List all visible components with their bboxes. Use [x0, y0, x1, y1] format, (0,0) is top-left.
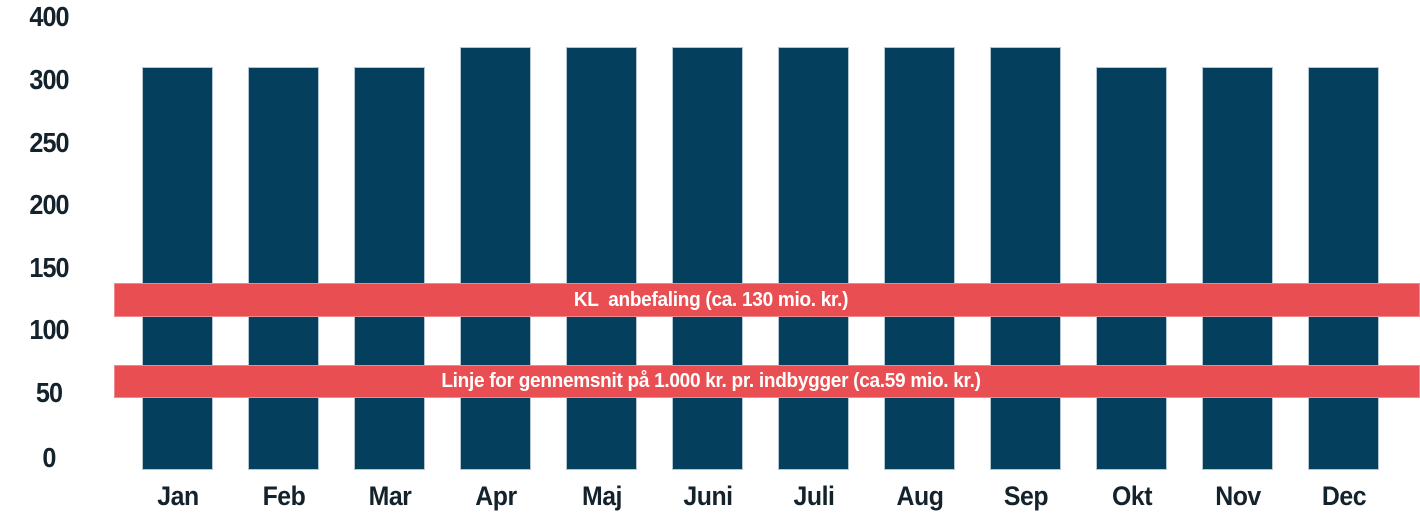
bar-aug [884, 47, 955, 470]
y-tick-50: 50 [35, 377, 63, 408]
average-per-citizen-label: Linje for gennemsnit på 1.000 kr. pr. in… [441, 370, 981, 392]
kl-recommendation-label: KL anbefaling (ca. 130 mio. kr.) [573, 288, 849, 311]
bar-juli [778, 47, 849, 470]
x-tick-okt: Okt [1111, 481, 1152, 511]
bar-jan [142, 67, 213, 470]
bar-okt [1096, 67, 1167, 470]
y-tick-150: 150 [29, 252, 69, 283]
bar-maj [566, 47, 637, 470]
x-tick-apr: Apr [474, 481, 517, 511]
y-tick-400: 400 [29, 1, 69, 32]
bar-nov [1202, 67, 1273, 470]
x-tick-jan: Jan [156, 481, 199, 511]
x-tick-mar: Mar [368, 481, 411, 511]
x-tick-dec: Dec [1321, 481, 1366, 511]
x-tick-maj: Maj [581, 481, 622, 511]
bar-feb [248, 67, 319, 470]
x-tick-nov: Nov [1214, 481, 1261, 511]
bar-dec [1308, 67, 1379, 470]
x-tick-juni: Juni [682, 481, 733, 511]
y-tick-250: 250 [29, 127, 69, 158]
x-tick-sep: Sep [1003, 481, 1048, 511]
y-tick-200: 200 [29, 189, 69, 220]
bar-juni [672, 47, 743, 470]
bar-sep [990, 47, 1061, 470]
x-tick-juli: Juli [793, 481, 834, 511]
y-tick-300: 300 [29, 64, 69, 95]
x-tick-feb: Feb [262, 481, 305, 511]
bar-apr [460, 47, 531, 470]
average-per-citizen-band: Linje for gennemsnit på 1.000 kr. pr. in… [114, 365, 1420, 398]
y-tick-100: 100 [29, 314, 69, 345]
kl-recommendation-band: KL anbefaling (ca. 130 mio. kr.) [114, 283, 1420, 317]
x-tick-aug: Aug [896, 481, 943, 511]
y-tick-0: 0 [42, 442, 56, 473]
bar-mar [354, 67, 425, 470]
